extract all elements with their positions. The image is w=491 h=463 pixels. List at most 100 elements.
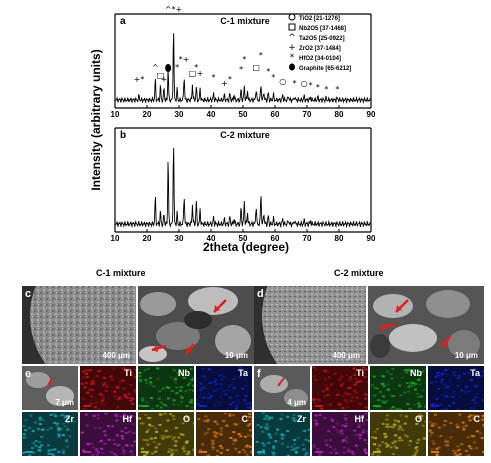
element-map-noise: [196, 366, 252, 410]
element-map-c: C: [428, 412, 484, 456]
element-label: Zr: [65, 414, 74, 424]
element-label: Hf: [122, 414, 133, 424]
peak-point: [196, 200, 197, 201]
phase-marker: *+: [179, 55, 190, 64]
element-map-zr: Zr: [254, 412, 310, 456]
x-tick-label: 20: [143, 234, 152, 243]
phase-marker: *: [242, 55, 246, 64]
peak-point: [273, 94, 274, 95]
element-label: Ta: [238, 368, 248, 378]
element-map-noise: [312, 412, 368, 456]
peak-point: [268, 215, 269, 216]
panel-label-c: c: [25, 288, 32, 300]
graphite-marker: [165, 64, 172, 72]
panel-label-a: a: [120, 16, 126, 27]
peak-point: [240, 207, 241, 208]
element-map-noise: [370, 413, 426, 456]
map-scalebar: [141, 405, 149, 407]
element-label: C: [241, 414, 249, 424]
peak-point: [294, 219, 295, 220]
phase-marker: □: [189, 69, 197, 78]
phase-marker: *: [259, 51, 263, 60]
element-label: Ti: [124, 368, 132, 378]
element-label: Ta: [470, 368, 480, 378]
map-scalebar: [373, 451, 381, 453]
element-map-noise: [255, 412, 310, 456]
peak-point: [310, 97, 311, 98]
peak-point: [192, 204, 193, 205]
y-axis-label: Intensity (arbitrary units): [89, 49, 103, 190]
x-tick-label: 40: [207, 110, 216, 119]
peak-point: [310, 220, 311, 221]
panel-title: C-2 mixture: [220, 130, 270, 140]
peak-point: [273, 218, 274, 219]
x-tick-label: 80: [335, 234, 344, 243]
peak-point: [173, 141, 174, 142]
x-tick-label: 60: [271, 234, 280, 243]
x-tick-label: 50: [239, 234, 248, 243]
element-map-noise: [197, 412, 252, 456]
x-tick-label: 30: [175, 234, 184, 243]
peak-point: [233, 94, 234, 95]
legend-label: Ta2O5 [25-0922]: [299, 36, 345, 42]
peak-point: [224, 218, 225, 219]
phase-marker: *: [309, 81, 313, 90]
map-scalebar: [199, 405, 207, 407]
element-map-o: O: [370, 412, 426, 456]
sem-overview-texture: [254, 286, 366, 364]
arrow-icon: [47, 377, 53, 387]
element-map-ti: Ti: [80, 366, 136, 410]
x-tick-label: 40: [207, 234, 216, 243]
phase-marker: ○: [279, 77, 286, 86]
peak-point: [268, 92, 269, 93]
element-label: Nb: [178, 368, 190, 378]
element-map-o: O: [138, 412, 194, 456]
element-map-hf: Hf: [80, 412, 136, 456]
element-map-noise: [22, 412, 78, 456]
phase-marker: *: [316, 83, 320, 92]
sem-zoom-texture: [138, 286, 254, 364]
scalebar-label: 10 μm: [224, 351, 248, 360]
phase-marker: ○: [301, 79, 308, 88]
peak-point: [244, 85, 245, 86]
legend-label: TiO2 [21-1276]: [299, 16, 340, 22]
peak-point: [317, 97, 318, 98]
panel-label-f: f: [257, 368, 261, 380]
phase-marker: +: [161, 75, 168, 84]
peak-point: [282, 218, 283, 219]
element-label: Nb: [410, 368, 422, 378]
phase-marker: *: [194, 63, 198, 72]
peak-point: [282, 94, 283, 95]
phase-marker: *: [228, 75, 232, 84]
map-scalebar: [373, 405, 381, 407]
sem-c1-title: C-1 mixture: [96, 268, 146, 278]
element-map-nb: Nb: [370, 366, 426, 410]
element-label: Hf: [354, 414, 365, 424]
peak-point: [256, 89, 257, 90]
map-scalebar: [141, 451, 149, 453]
element-map-c: C: [196, 412, 252, 456]
sem-overview-texture: [22, 286, 136, 364]
peak-point: [256, 205, 257, 206]
element-map-ta: Ta: [428, 366, 484, 410]
scalebar-label: 7 μm: [55, 398, 74, 407]
map-scalebar: [431, 405, 439, 407]
xrd-pattern-line: [115, 147, 371, 229]
peak-point: [196, 86, 197, 87]
map-scalebar: [25, 451, 33, 453]
phase-marker: *: [293, 79, 297, 88]
map-scalebar: [257, 451, 265, 453]
element-map-nb: Nb: [138, 366, 194, 410]
phase-marker: +*: [134, 75, 145, 84]
peak-point: [337, 97, 338, 98]
arrow-icon: [277, 377, 285, 387]
x-tick-label: 70: [303, 110, 312, 119]
phase-marker: *: [212, 73, 216, 82]
sem-e-image: e 7 μm: [22, 366, 78, 410]
element-map-noise: [428, 412, 484, 456]
peak-point: [163, 87, 164, 88]
peak-point: [304, 96, 305, 97]
phase-marker: *: [266, 67, 270, 76]
peak-point: [224, 94, 225, 95]
xrd-legend: TiO2 [21-1276] Nb2O5 [37-1468]^ Ta2O5 [25-…: [288, 13, 351, 72]
